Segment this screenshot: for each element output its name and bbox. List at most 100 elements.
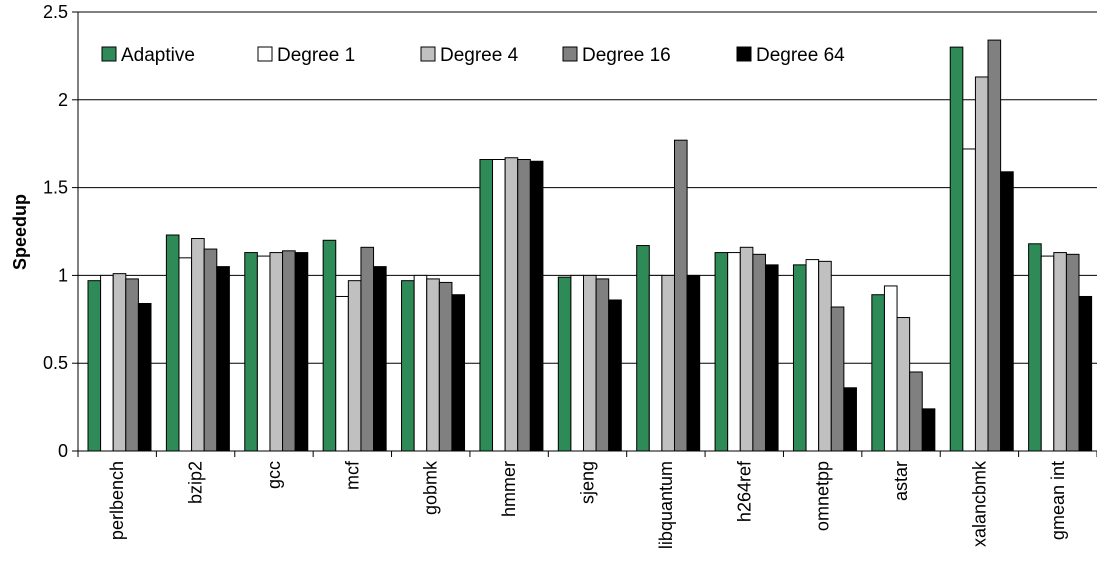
bar-adaptive bbox=[244, 252, 258, 452]
x-tick-label: omnetpp bbox=[813, 461, 833, 531]
bar-degree-1 bbox=[570, 274, 585, 452]
y-tick-label: 0 bbox=[58, 441, 68, 461]
x-tick-label: h264ref bbox=[734, 460, 754, 522]
legend-swatch-degree-16 bbox=[562, 46, 578, 62]
bar-adaptive bbox=[871, 294, 885, 452]
bar-degree-64 bbox=[843, 387, 857, 452]
bars bbox=[87, 39, 1093, 452]
legend-swatch-degree-4 bbox=[420, 46, 436, 62]
bar-degree-16 bbox=[360, 246, 375, 452]
legend-label: Degree 1 bbox=[277, 45, 355, 66]
bar-degree-1 bbox=[335, 295, 349, 452]
bar-degree-4 bbox=[974, 76, 989, 452]
x-tick-label: libquantum bbox=[656, 461, 676, 549]
bar-degree-64 bbox=[137, 302, 152, 452]
axes bbox=[77, 12, 1097, 452]
bar-adaptive bbox=[557, 276, 572, 452]
bar-adaptive bbox=[714, 252, 729, 452]
bar-degree-1 bbox=[648, 274, 663, 452]
bar-degree-4 bbox=[1053, 252, 1067, 452]
bar-degree-1 bbox=[413, 274, 428, 452]
bar-degree-16 bbox=[987, 39, 1002, 452]
x-tick-label: gcc bbox=[264, 461, 284, 489]
bar-degree-16 bbox=[125, 278, 139, 452]
bar-degree-64 bbox=[294, 252, 309, 452]
bar-degree-64 bbox=[1000, 171, 1014, 452]
bar-degree-1 bbox=[727, 252, 741, 452]
bar-degree-64 bbox=[373, 266, 387, 452]
y-tick-label: 0.5 bbox=[43, 353, 68, 373]
bar-degree-16 bbox=[517, 159, 531, 452]
bar-adaptive bbox=[479, 159, 494, 452]
x-tick-label: gmean int bbox=[1048, 461, 1068, 540]
x-tick-label: bzip2 bbox=[186, 461, 206, 504]
x-tick-label: perlbench bbox=[107, 461, 127, 540]
legend-label: Degree 16 bbox=[582, 45, 671, 66]
bar-degree-16 bbox=[595, 278, 610, 452]
bar-degree-4 bbox=[504, 157, 519, 452]
x-tick-label: xalancbmk bbox=[969, 460, 989, 547]
y-tick-labels: 0 0.5 1 1.5 2 2.5 bbox=[43, 2, 78, 461]
bar-degree-16 bbox=[1065, 253, 1080, 452]
bar-degree-64 bbox=[921, 408, 936, 452]
legend-label: Degree 64 bbox=[756, 45, 845, 66]
legend: Adaptive Degree 1 Degree 4 Degree 16 Degree … bbox=[101, 45, 845, 66]
bar-degree-16 bbox=[673, 139, 688, 452]
bar-degree-4 bbox=[818, 260, 832, 452]
bar-degree-4 bbox=[426, 278, 440, 452]
bar-degree-1 bbox=[100, 274, 114, 452]
bar-degree-4 bbox=[583, 274, 597, 452]
legend-swatch-degree-1 bbox=[257, 46, 273, 62]
bar-degree-1 bbox=[1040, 255, 1055, 452]
bar-adaptive bbox=[949, 46, 964, 452]
x-tick-label: gobmk bbox=[421, 460, 441, 515]
bar-degree-16 bbox=[909, 371, 923, 452]
x-tick-label: astar bbox=[891, 461, 911, 501]
bar-degree-4 bbox=[739, 246, 754, 452]
bar-degree-16 bbox=[752, 253, 766, 452]
x-tick-label: hmmer bbox=[499, 461, 519, 517]
bar-degree-1 bbox=[492, 159, 506, 452]
bar-degree-64 bbox=[529, 160, 544, 452]
bar-degree-1 bbox=[883, 285, 898, 452]
y-tick-label: 1.5 bbox=[43, 178, 68, 198]
bar-adaptive bbox=[401, 280, 415, 452]
bar-degree-4 bbox=[347, 280, 362, 452]
bar-adaptive bbox=[1028, 243, 1042, 452]
bar-degree-64 bbox=[451, 294, 466, 452]
bar-degree-16 bbox=[203, 248, 218, 452]
bar-degree-1 bbox=[962, 148, 976, 452]
bar-degree-1 bbox=[805, 259, 820, 452]
y-tick-label: 2 bbox=[58, 90, 68, 110]
bar-degree-4 bbox=[896, 317, 911, 452]
legend-label: Degree 4 bbox=[440, 45, 519, 66]
y-tick-label: 1 bbox=[58, 265, 68, 285]
x-tick-label: mcf bbox=[342, 460, 362, 490]
bar-adaptive bbox=[322, 239, 337, 452]
bar-degree-16 bbox=[830, 306, 845, 452]
bar-degree-64 bbox=[686, 274, 701, 452]
x-tick-label: sjeng bbox=[578, 461, 598, 504]
bar-degree-16 bbox=[282, 250, 296, 452]
bar-degree-4 bbox=[269, 252, 284, 452]
bar-degree-4 bbox=[191, 238, 205, 452]
bar-degree-4 bbox=[112, 273, 127, 452]
bar-adaptive bbox=[165, 234, 180, 452]
legend-swatch-degree-64 bbox=[736, 46, 752, 62]
x-tick-labels: perlbench bzip2 gcc mcf gobmk hmmer sjeng libqu… bbox=[77, 451, 1097, 549]
legend-swatch-adaptive bbox=[101, 46, 117, 62]
bar-degree-4 bbox=[661, 274, 675, 452]
bar-adaptive bbox=[636, 245, 650, 452]
bar-degree-1 bbox=[256, 255, 271, 452]
bar-degree-64 bbox=[764, 264, 779, 452]
y-axis-title: Speedup bbox=[10, 194, 30, 270]
legend-label: Adaptive bbox=[121, 45, 195, 66]
bar-degree-64 bbox=[1078, 295, 1093, 452]
bar-adaptive bbox=[87, 280, 102, 452]
bar-degree-64 bbox=[608, 299, 622, 452]
bar-degree-1 bbox=[178, 257, 193, 452]
bar-adaptive bbox=[792, 264, 807, 452]
bar-degree-64 bbox=[216, 266, 230, 452]
bar-degree-16 bbox=[438, 281, 453, 452]
